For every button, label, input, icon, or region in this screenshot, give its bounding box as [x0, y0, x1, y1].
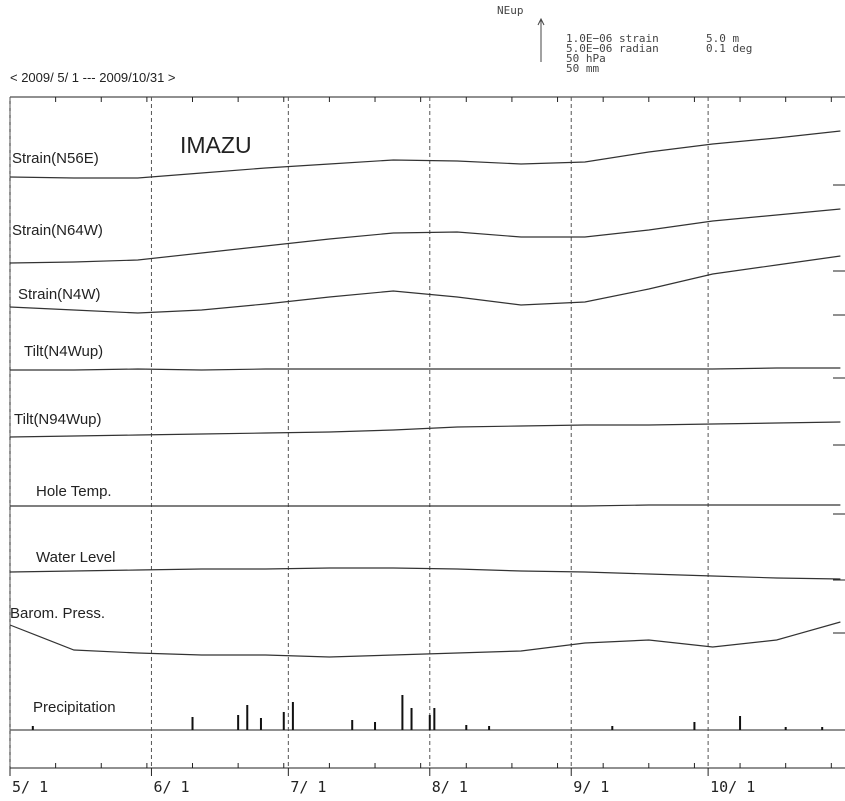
x-tick-label: 7/ 1	[290, 778, 326, 796]
precip-bar	[401, 695, 404, 730]
series-label: Hole Temp.	[36, 483, 112, 500]
precip-bar	[428, 715, 431, 730]
precip-bar	[351, 720, 354, 730]
precip-bar	[693, 722, 696, 730]
series-line	[9, 567, 841, 580]
scale-arrowhead	[537, 17, 545, 26]
precip-bar	[433, 708, 436, 730]
precip-bar	[259, 718, 262, 730]
precip-bar	[374, 722, 377, 730]
precip-bar	[739, 716, 742, 730]
precip-bar	[291, 702, 294, 730]
series-line	[10, 504, 841, 507]
series-line	[9, 130, 841, 179]
scale-item: 5.0E−06 radian	[566, 42, 659, 55]
chart-title: IMAZU	[180, 132, 252, 158]
scale-item: 5.0 m	[706, 32, 739, 45]
series-line	[9, 208, 841, 264]
series-line	[10, 367, 841, 371]
series-label: Barom. Press.	[10, 605, 105, 622]
precip-bar	[611, 726, 614, 730]
precip-bar	[821, 727, 824, 730]
series-line	[9, 255, 841, 314]
x-tick-label: 9/ 1	[573, 778, 609, 796]
series-label: Strain(N56E)	[12, 150, 99, 167]
scale-item: 1.0E−06 strain	[566, 32, 659, 45]
series-label: Tilt(N4Wup)	[24, 343, 103, 360]
precip-bar	[282, 712, 285, 730]
x-tick-label: 5/ 1	[12, 778, 48, 796]
scale-direction: NEup	[497, 4, 524, 17]
precip-bar	[784, 727, 787, 730]
scale-item: 0.1 deg	[706, 42, 752, 55]
x-tick-label: 8/ 1	[432, 778, 468, 796]
x-tick-label: 6/ 1	[153, 778, 189, 796]
date-range: < 2009/ 5/ 1 --- 2009/10/31 >	[10, 70, 176, 85]
precip-bar	[465, 725, 468, 730]
precip-bar	[488, 726, 491, 730]
scale-item: 50 mm	[566, 62, 599, 75]
precip-bar	[31, 726, 34, 730]
series-label: Precipitation	[33, 699, 116, 716]
series-label: Water Level	[36, 549, 115, 566]
series-line	[9, 421, 841, 438]
precip-bar	[246, 705, 249, 730]
scale-item: 50 hPa	[566, 52, 606, 65]
series-label: Strain(N4W)	[18, 286, 101, 303]
series-label: Strain(N64W)	[12, 222, 103, 239]
series-label: Tilt(N94Wup)	[14, 411, 102, 428]
series-line	[9, 621, 841, 658]
x-tick-label: 10/ 1	[710, 778, 755, 796]
precip-bar	[410, 708, 413, 730]
precip-bar	[191, 717, 194, 730]
precip-bar	[237, 715, 240, 730]
